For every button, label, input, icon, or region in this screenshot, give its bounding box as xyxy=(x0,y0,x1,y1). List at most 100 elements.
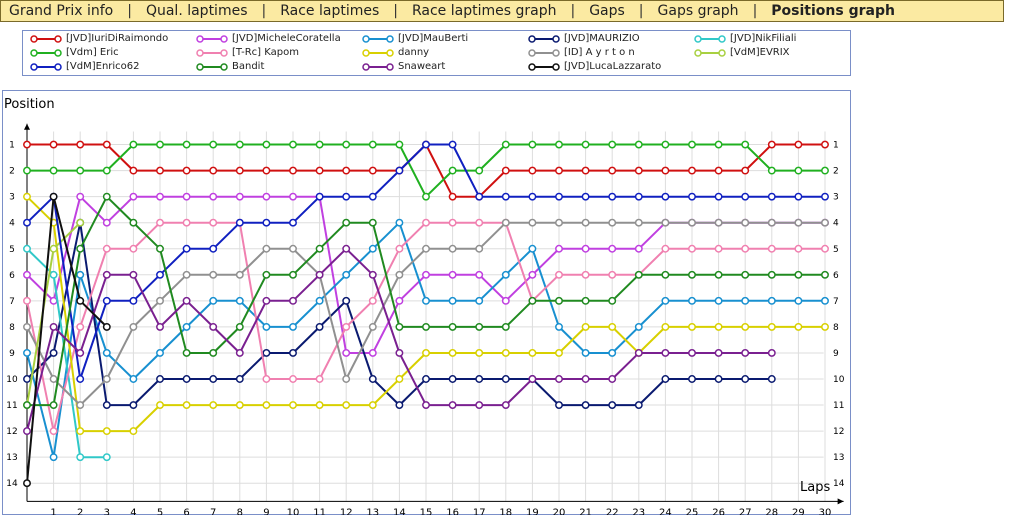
data-point xyxy=(501,140,510,149)
chart-legend: [JVD]IuriDiRaimondo [JVD]MicheleCoratella… xyxy=(22,30,851,76)
data-point xyxy=(342,270,351,279)
data-point xyxy=(235,270,244,279)
legend-label: Snaweart xyxy=(398,61,446,72)
data-point xyxy=(581,244,590,253)
data-point xyxy=(76,401,85,409)
tab-separator: | xyxy=(261,3,267,19)
data-point xyxy=(49,322,58,331)
data-point xyxy=(475,244,484,253)
tab-positions-graph[interactable]: Positions graph xyxy=(771,3,895,19)
data-point xyxy=(76,296,85,305)
data-point xyxy=(342,401,351,409)
data-point xyxy=(448,296,457,305)
data-point xyxy=(581,166,590,175)
data-point xyxy=(23,270,31,279)
data-point xyxy=(448,166,457,175)
data-point xyxy=(129,244,138,253)
data-point xyxy=(714,375,723,383)
data-point xyxy=(608,192,617,201)
data-point xyxy=(475,270,484,279)
tab-race-laptimes[interactable]: Race laptimes xyxy=(280,3,380,19)
data-point xyxy=(395,401,404,409)
data-point xyxy=(555,218,563,227)
data-point xyxy=(688,296,696,305)
series xyxy=(23,192,829,409)
y-tick-label-left: 13 xyxy=(6,453,17,463)
data-point xyxy=(475,401,484,409)
data-point xyxy=(129,322,138,331)
data-point xyxy=(767,375,776,383)
tab-gaps-graph[interactable]: Gaps graph xyxy=(657,3,739,19)
data-point xyxy=(315,140,324,149)
y-tick-label-right: 4 xyxy=(833,219,839,229)
legend-label: [JVD]MicheleCoratella xyxy=(232,33,341,44)
tab-qual-laptimes[interactable]: Qual. laptimes xyxy=(145,3,248,19)
data-point xyxy=(262,375,271,383)
data-point xyxy=(794,140,803,149)
data-point xyxy=(475,218,484,227)
data-point xyxy=(634,192,643,201)
legend-entry: [JVD]LucaLazzarato xyxy=(527,61,661,72)
tab-grand-prix-info[interactable]: Grand Prix info xyxy=(9,3,114,19)
data-point xyxy=(368,166,377,175)
data-point xyxy=(581,218,590,227)
y-tick-label-left: 12 xyxy=(6,427,17,437)
data-point xyxy=(634,322,643,331)
data-point xyxy=(182,322,191,331)
y-tick-label-left: 5 xyxy=(9,245,15,255)
data-point xyxy=(182,349,191,357)
x-tick-label: 13 xyxy=(366,507,379,515)
y-tick-label-left: 14 xyxy=(6,479,18,489)
data-point xyxy=(49,166,58,175)
data-point xyxy=(209,166,218,175)
data-point xyxy=(262,218,271,227)
data-point xyxy=(368,401,377,409)
legend-swatch xyxy=(196,48,228,57)
tab-race-laptimes-graph[interactable]: Race laptimes graph xyxy=(411,3,557,19)
data-point xyxy=(235,140,244,149)
data-point xyxy=(23,166,31,175)
series xyxy=(23,192,111,488)
data-point xyxy=(475,166,484,175)
data-point xyxy=(688,166,696,175)
data-point xyxy=(501,218,510,227)
data-point xyxy=(528,244,537,253)
data-point xyxy=(262,140,271,149)
data-point xyxy=(368,375,377,383)
data-point xyxy=(767,296,776,305)
data-point xyxy=(262,270,271,279)
data-point xyxy=(129,270,138,279)
data-point xyxy=(475,349,484,357)
data-point xyxy=(501,166,510,175)
data-point xyxy=(448,244,457,253)
data-point xyxy=(182,192,191,201)
data-point xyxy=(767,192,776,201)
data-point xyxy=(235,218,244,227)
y-tick-label-right: 1 xyxy=(833,141,839,151)
data-point xyxy=(794,296,803,305)
data-point xyxy=(767,140,776,149)
x-tick-label: 27 xyxy=(739,507,752,515)
data-point xyxy=(528,218,537,227)
data-point xyxy=(315,322,324,331)
x-tick-label: 20 xyxy=(553,507,566,515)
legend-label: Bandit xyxy=(232,61,265,72)
data-point xyxy=(156,375,164,383)
data-point xyxy=(342,218,351,227)
x-tick-label: 22 xyxy=(606,507,619,515)
data-point xyxy=(608,375,617,383)
data-point xyxy=(209,270,218,279)
data-point xyxy=(422,270,430,279)
y-tick-label-right: 5 xyxy=(833,245,839,255)
data-point xyxy=(634,166,643,175)
data-point xyxy=(182,244,191,253)
data-point xyxy=(714,270,723,279)
data-point xyxy=(368,270,377,279)
tab-gaps[interactable]: Gaps xyxy=(589,3,625,19)
tab-separator: | xyxy=(638,3,644,19)
series-line xyxy=(26,248,107,459)
legend-swatch xyxy=(528,34,560,43)
data-point xyxy=(23,401,31,409)
legend-label: [VdM]Enrico62 xyxy=(66,61,140,72)
